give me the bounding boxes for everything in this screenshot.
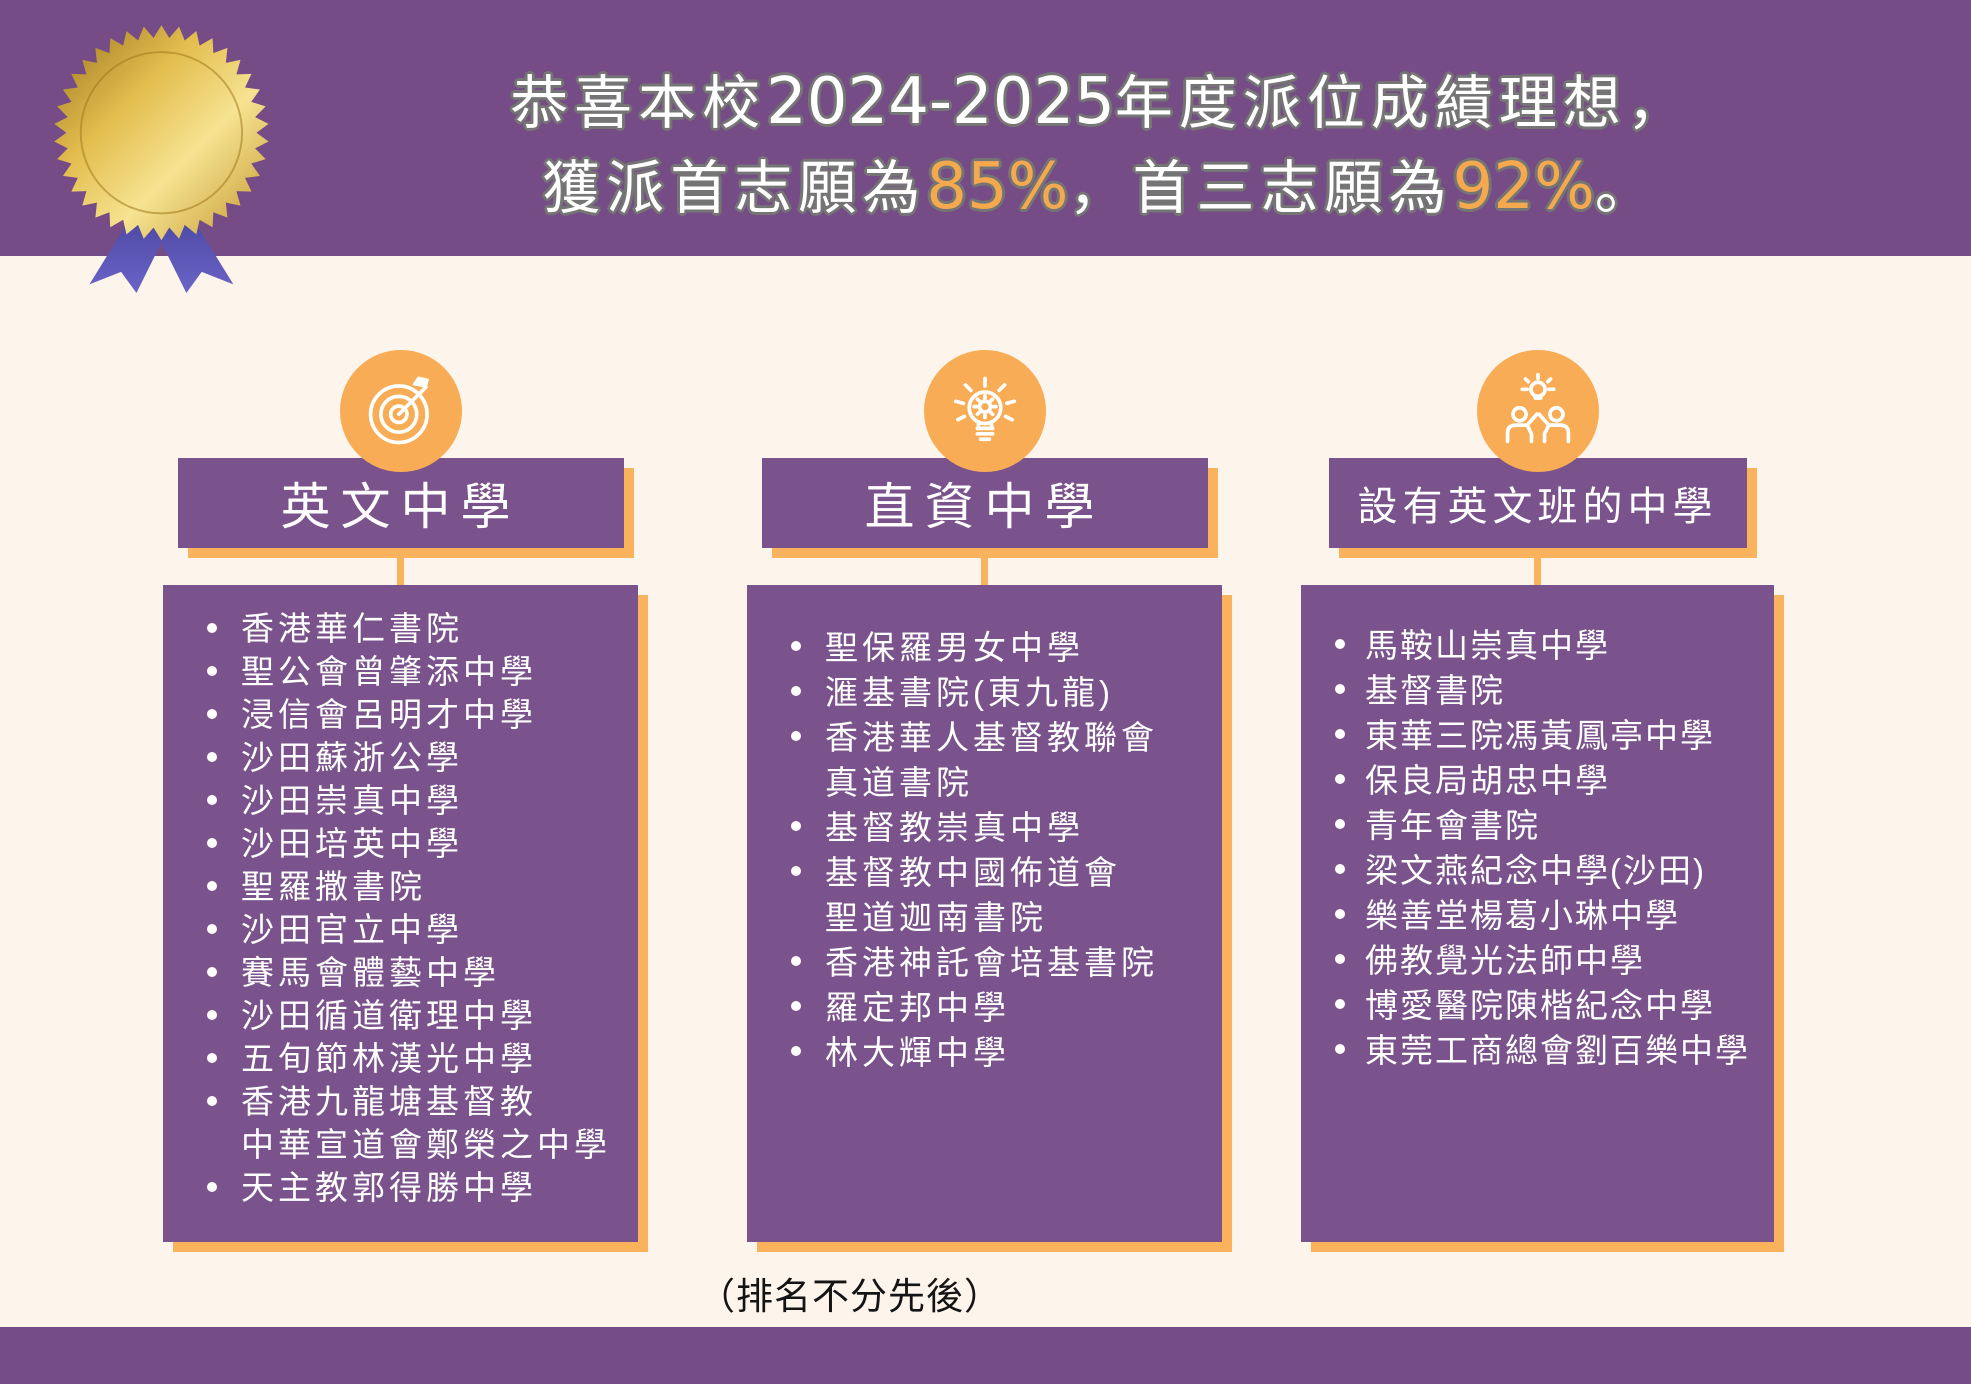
school-list: 香港華仁書院 聖公會曾肇添中學 浸信會呂明才中學 沙田蘇浙公學 沙田崇真中學 沙田培英中學… (197, 607, 628, 1209)
column-emi-schools: 英文中學 香港華仁書院 聖公會曾肇添中學 浸信會呂明才中學 沙田蘇浙公學 沙田崇真中學沙… (163, 350, 638, 1242)
school-item: 香港華人基督教聯會 真道書院 (781, 715, 1212, 805)
school-list-box-english-class: 馬鞍山崇真中學 基督書院 東華三院馮黃鳳亭中學 保良局胡忠中學 青年會書院 梁文燕紀念中學… (1301, 585, 1774, 1242)
school-item: 沙田蘇浙公學 (197, 736, 628, 779)
column-title-dss: 直資中學 (761, 458, 1208, 548)
line1-prefix: 恭喜本校 (510, 69, 767, 137)
school-item: 天主教郭得勝中學 (197, 1166, 628, 1209)
school-item: 香港九龍塘基督教 中華宣道會鄭榮之中學 (197, 1080, 628, 1166)
school-item: 賽馬會體藝中學 (197, 951, 628, 994)
column-dss-schools: 直資中學 聖保羅男女中學 滙基書院(東九龍) 香港華人基督教聯會 真道書院 基督教崇真… (747, 350, 1222, 1242)
school-item: 林大輝中學 (781, 1030, 1212, 1075)
school-item: 沙田官立中學 (197, 908, 628, 951)
school-item: 羅定邦中學 (781, 985, 1212, 1030)
line2-mid: ，首三志願為 (1068, 154, 1453, 222)
line1-suffix: 年度派位成績理想， (1114, 69, 1691, 137)
connector-line (1534, 548, 1541, 585)
school-item: 沙田培英中學 (197, 822, 628, 865)
column-title-emi: 英文中學 (177, 458, 624, 548)
column-title-label: 直資中學 (864, 479, 1105, 535)
school-list-box-dss: 聖保羅男女中學 滙基書院(東九龍) 香港華人基督教聯會 真道書院 基督教崇真中學 基督教… (747, 585, 1222, 1242)
connector-line (981, 548, 988, 585)
highfive-idea-icon (1476, 350, 1599, 472)
top3-choice-percentage: 92% (1452, 150, 1595, 224)
header-banner: 恭喜本校2024-2025年度派位成績理想， 獲派首志願為85%，首三志願為92… (0, 0, 1971, 294)
school-item: 基督教崇真中學 (781, 805, 1212, 850)
school-item: 博愛醫院陳楷紀念中學 (1325, 983, 1764, 1028)
column-title-label: 英文中學 (280, 479, 521, 535)
school-item: 佛教覺光法師中學 (1325, 938, 1764, 983)
announcement-line1: 恭喜本校2024-2025年度派位成績理想， (270, 60, 1931, 145)
school-item: 聖羅撒書院 (197, 865, 628, 908)
school-item: 香港華仁書院 (197, 607, 628, 650)
lightbulb-gear-icon (923, 350, 1046, 472)
line2-suffix: 。 (1594, 154, 1659, 222)
school-item: 東華三院馮黃鳳亭中學 (1325, 713, 1764, 758)
school-item: 滙基書院(東九龍) (781, 670, 1212, 715)
school-item: 沙田循道衛理中學 (197, 994, 628, 1037)
school-item: 香港神託會培基書院 (781, 940, 1212, 985)
medal-inner-ring (79, 51, 243, 215)
announcement-line2: 獲派首志願為85%，首三志願為92%。 (270, 145, 1931, 230)
school-item: 聖公會曾肇添中學 (197, 650, 628, 693)
column-title-label: 設有英文班的中學 (1357, 485, 1718, 529)
school-item: 青年會書院 (1325, 803, 1764, 848)
first-choice-percentage: 85% (926, 150, 1069, 224)
footer-bar (0, 1327, 1971, 1384)
medal-seal (54, 25, 269, 241)
announcement-text: 恭喜本校2024-2025年度派位成績理想， 獲派首志願為85%，首三志願為92… (270, 60, 1931, 230)
line1-years: 2024-2025 (766, 65, 1115, 139)
school-item: 梁文燕紀念中學(沙田) (1325, 848, 1764, 893)
column-title-english-class: 設有英文班的中學 (1328, 458, 1747, 548)
school-list: 馬鞍山崇真中學 基督書院 東華三院馮黃鳳亭中學 保良局胡忠中學 青年會書院 梁文燕紀念中學… (1325, 623, 1764, 1073)
column-english-class-schools: 設有英文班的中學 馬鞍山崇真中學 基督書院 東華三院馮黃鳳亭中學 保良局胡忠中學 青年會… (1300, 350, 1775, 1242)
school-item: 基督教中國佈道會 聖道迦南書院 (781, 850, 1212, 940)
school-item: 保良局胡忠中學 (1325, 758, 1764, 803)
ranking-disclaimer: （排名不分先後） (698, 1276, 1002, 1317)
school-item: 基督書院 (1325, 668, 1764, 713)
school-item: 浸信會呂明才中學 (197, 693, 628, 736)
line2-prefix: 獲派首志願為 (542, 154, 927, 222)
school-list-box-emi: 香港華仁書院 聖公會曾肇添中學 浸信會呂明才中學 沙田蘇浙公學 沙田崇真中學 沙田培英中學… (163, 585, 638, 1242)
school-list: 聖保羅男女中學 滙基書院(東九龍) 香港華人基督教聯會 真道書院 基督教崇真中學 基督教… (781, 625, 1212, 1075)
school-item: 聖保羅男女中學 (781, 625, 1212, 670)
school-item: 五旬節林漢光中學 (197, 1037, 628, 1080)
school-item: 沙田崇真中學 (197, 779, 628, 822)
connector-line (397, 548, 404, 585)
gold-medal-icon (54, 25, 269, 294)
school-item: 樂善堂楊葛小琳中學 (1325, 893, 1764, 938)
school-item: 東莞工商總會劉百樂中學 (1325, 1028, 1764, 1073)
school-item: 馬鞍山崇真中學 (1325, 623, 1764, 668)
target-icon (339, 350, 462, 472)
